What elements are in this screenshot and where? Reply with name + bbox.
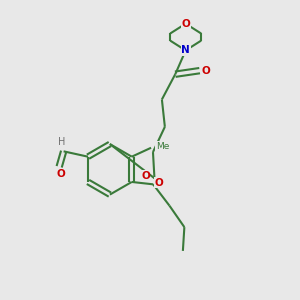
Text: O: O xyxy=(181,19,190,29)
Text: Me: Me xyxy=(156,142,169,151)
Text: O: O xyxy=(141,171,150,181)
Text: H: H xyxy=(58,137,66,147)
Text: O: O xyxy=(202,66,211,76)
Text: N: N xyxy=(181,45,190,56)
Text: O: O xyxy=(155,178,164,188)
Text: O: O xyxy=(56,169,65,179)
